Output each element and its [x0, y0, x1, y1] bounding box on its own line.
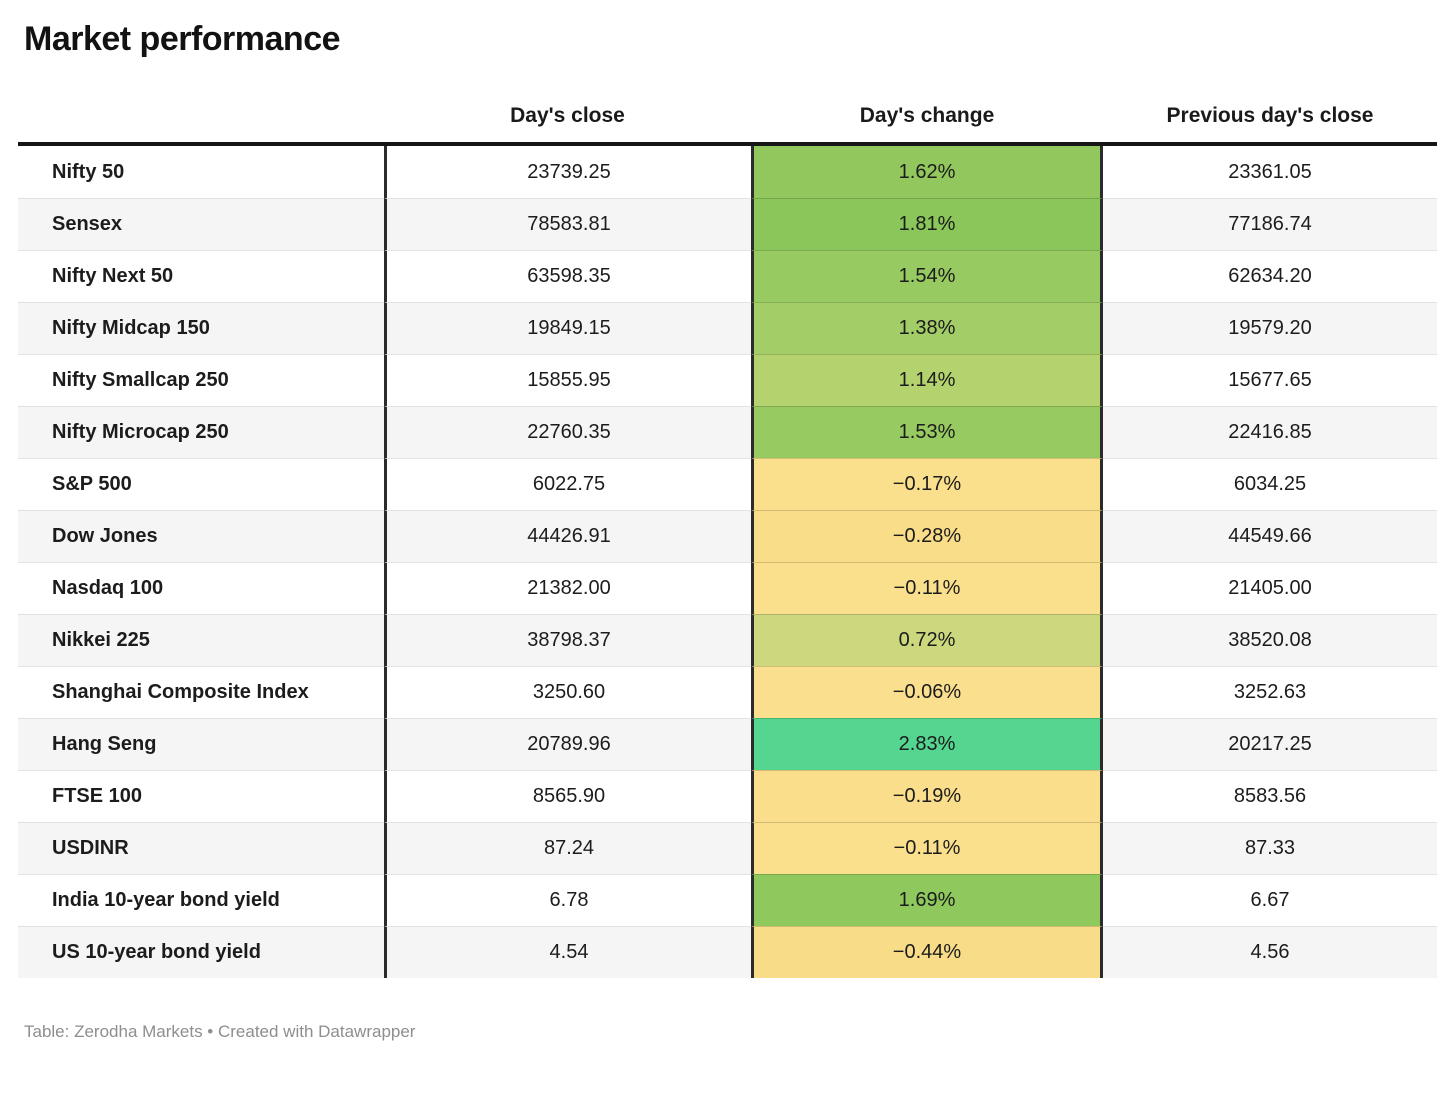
row-label: Nifty Smallcap 250 [18, 354, 384, 406]
row-label: Shanghai Composite Index [18, 666, 384, 718]
days-change-value: 1.14% [751, 354, 1103, 407]
table-row: Nasdaq 100 21382.00 −0.11% 21405.00 [18, 562, 1437, 615]
table-body: Nifty 50 23739.25 1.62% 23361.05 Sensex 78583… [18, 142, 1437, 979]
table-row: US 10-year bond yield 4.54 −0.44% 4.56 [18, 926, 1437, 979]
days-change-value: 2.83% [751, 718, 1103, 771]
column-header-days-close: Day's close [510, 104, 625, 127]
days-change-value: 0.72% [751, 614, 1103, 667]
days-change-value: 1.53% [751, 406, 1103, 459]
table-row: Nifty Next 50 63598.35 1.54% 62634.20 [18, 250, 1437, 303]
table-row: Dow Jones 44426.91 −0.28% 44549.66 [18, 510, 1437, 563]
days-close-value: 3250.60 [384, 666, 751, 719]
table-row: Nifty Smallcap 250 15855.95 1.14% 15677.65 [18, 354, 1437, 407]
days-change-value: −0.17% [751, 458, 1103, 511]
days-change-value: 1.54% [751, 250, 1103, 303]
previous-days-close-value: 77186.74 [1103, 198, 1437, 250]
days-close-value: 22760.35 [384, 406, 751, 459]
days-change-value: −0.11% [751, 822, 1103, 875]
previous-days-close-value: 20217.25 [1103, 718, 1437, 770]
previous-days-close-value: 23361.05 [1228, 160, 1312, 183]
table-row: Nikkei 225 38798.37 0.72% 38520.08 [18, 614, 1437, 667]
table-row: FTSE 100 8565.90 −0.19% 8583.56 [18, 770, 1437, 823]
row-label: S&P 500 [18, 458, 384, 510]
table-header-row: Day's close Day's change Previous day's … [18, 103, 1437, 142]
previous-days-close-value: 87.33 [1103, 822, 1437, 874]
days-change-value: 1.81% [751, 198, 1103, 251]
previous-days-close-value: 62634.20 [1103, 250, 1437, 302]
page-title: Market performance [24, 20, 341, 58]
days-close-value: 8565.90 [384, 770, 751, 823]
row-label: USDINR [18, 822, 384, 874]
days-close-value: 6022.75 [384, 458, 751, 511]
column-header-previous-days-close: Previous day's close [1166, 104, 1374, 127]
market-performance-table: Day's close Day's change Previous day's … [18, 103, 1437, 979]
row-label: Nifty Midcap 150 [18, 302, 384, 354]
table-row: Shanghai Composite Index 3250.60 −0.06% 325… [18, 666, 1437, 719]
days-close-value: 44426.91 [384, 510, 751, 563]
days-change-value: −0.06% [751, 666, 1103, 719]
row-label: Nifty Next 50 [18, 250, 384, 302]
days-close-value: 78583.81 [384, 198, 751, 251]
previous-days-close-value: 6.67 [1103, 874, 1437, 926]
days-close-value: 87.24 [384, 822, 751, 875]
days-close-value: 6.78 [384, 874, 751, 927]
row-label: US 10-year bond yield [18, 926, 384, 978]
table-row: Sensex 78583.81 1.81% 77186.74 [18, 198, 1437, 251]
days-close-value: 23739.25 [384, 146, 751, 199]
table-row: Nifty Midcap 150 19849.15 1.38% 19579.20 [18, 302, 1437, 355]
table-row: India 10-year bond yield 6.78 1.69% 6.67 [18, 874, 1437, 927]
days-close-value: 38798.37 [384, 614, 751, 667]
row-label: India 10-year bond yield [18, 874, 384, 926]
column-header-days-change: Day's change [859, 104, 995, 127]
row-label: Nifty Microcap 250 [18, 406, 384, 458]
table-row: Nifty 50 23739.25 1.62% 23361.05 [18, 146, 1437, 199]
table-row: S&P 500 6022.75 −0.17% 6034.25 [18, 458, 1437, 511]
previous-days-close-value: 38520.08 [1103, 614, 1437, 666]
days-close-value: 21382.00 [384, 562, 751, 615]
days-close-value: 19849.15 [384, 302, 751, 355]
previous-days-close-value: 3252.63 [1103, 666, 1437, 718]
previous-days-close-value: 8583.56 [1103, 770, 1437, 822]
days-change-value: −0.11% [751, 562, 1103, 615]
row-label: Nikkei 225 [18, 614, 384, 666]
days-change-value: −0.19% [751, 770, 1103, 823]
previous-days-close-value: 21405.00 [1103, 562, 1437, 614]
table-row: Nifty Microcap 250 22760.35 1.53% 22416.85 [18, 406, 1437, 459]
previous-days-close-value: 4.56 [1103, 926, 1437, 978]
previous-days-close-value: 15677.65 [1103, 354, 1437, 406]
days-change-value: 1.69% [751, 874, 1103, 927]
table-row: Hang Seng 20789.96 2.83% 20217.25 [18, 718, 1437, 771]
days-change-value: −0.44% [751, 926, 1103, 979]
days-close-value: 20789.96 [384, 718, 751, 771]
days-change-value: 1.62% [751, 146, 1103, 199]
row-label: Hang Seng [18, 718, 384, 770]
previous-days-close-value: 19579.20 [1103, 302, 1437, 354]
days-change-value: 1.38% [751, 302, 1103, 355]
previous-days-close-value: 6034.25 [1103, 458, 1437, 510]
previous-days-close-value: 22416.85 [1103, 406, 1437, 458]
row-label: Sensex [18, 198, 384, 250]
days-close-value: 63598.35 [384, 250, 751, 303]
days-change-value: −0.28% [751, 510, 1103, 563]
row-label: Dow Jones [18, 510, 384, 562]
row-label: FTSE 100 [18, 770, 384, 822]
row-label: Nasdaq 100 [18, 562, 384, 614]
row-label: Nifty 50 [52, 160, 125, 183]
table-row: USDINR 87.24 −0.11% 87.33 [18, 822, 1437, 875]
days-close-value: 4.54 [384, 926, 751, 979]
previous-days-close-value: 44549.66 [1103, 510, 1437, 562]
footer-attribution: Table: Zerodha Markets • Created with Da… [24, 1022, 416, 1042]
days-close-value: 15855.95 [384, 354, 751, 407]
